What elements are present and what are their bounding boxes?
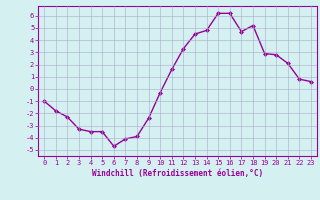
X-axis label: Windchill (Refroidissement éolien,°C): Windchill (Refroidissement éolien,°C) (92, 169, 263, 178)
